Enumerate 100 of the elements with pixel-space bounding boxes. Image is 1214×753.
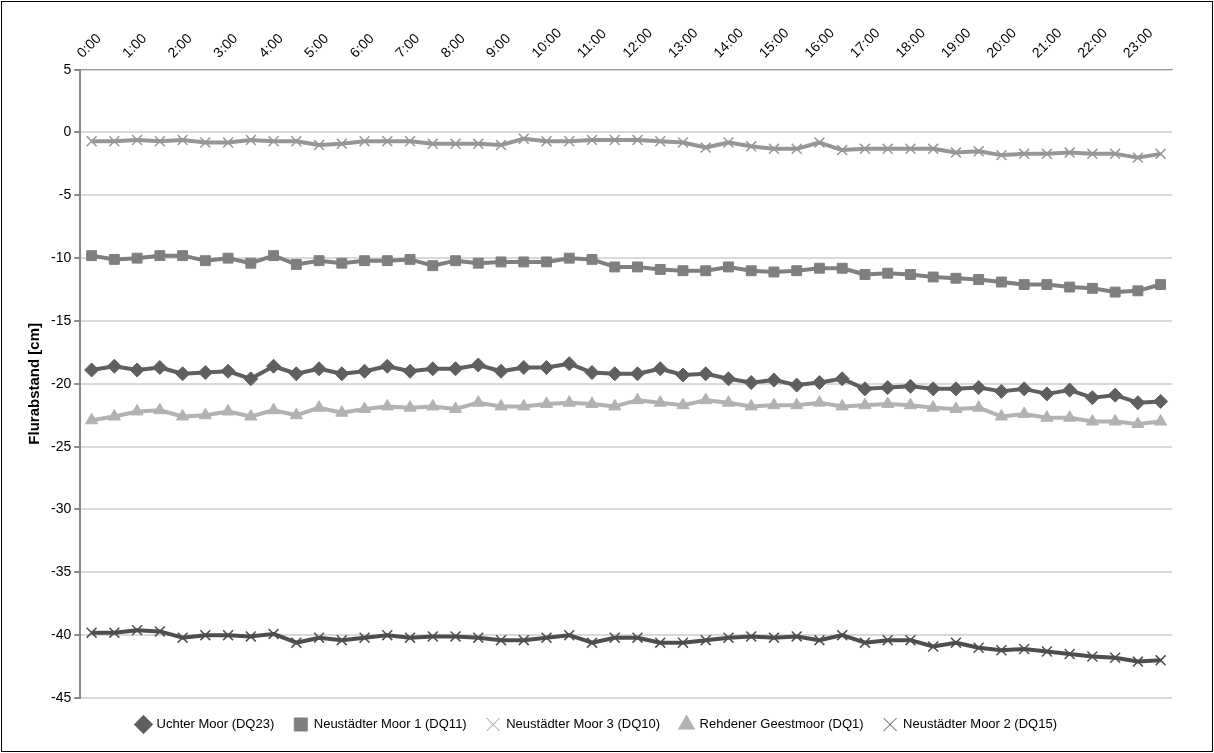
point — [129, 362, 145, 378]
point — [858, 397, 872, 410]
point — [791, 630, 803, 643]
point — [541, 256, 552, 268]
point — [131, 252, 143, 264]
point — [814, 262, 825, 274]
point — [289, 407, 303, 420]
point — [857, 381, 873, 397]
point — [995, 276, 1007, 288]
point — [84, 362, 100, 378]
point — [516, 359, 532, 375]
point — [154, 250, 166, 262]
point — [1063, 648, 1076, 660]
point — [949, 401, 963, 413]
point — [1108, 414, 1122, 426]
point — [836, 262, 848, 274]
point — [221, 403, 235, 416]
point — [472, 138, 484, 150]
point — [904, 143, 917, 155]
point — [744, 398, 758, 411]
point — [950, 272, 962, 284]
point — [813, 136, 826, 149]
point — [700, 141, 712, 154]
point — [107, 409, 121, 421]
point — [609, 261, 621, 273]
y-tick-label: -35 — [51, 563, 72, 580]
point — [131, 624, 143, 636]
point — [85, 626, 98, 639]
point — [1086, 148, 1099, 160]
point — [813, 634, 826, 646]
point — [1041, 645, 1053, 658]
point — [152, 359, 168, 375]
point — [336, 257, 348, 269]
point — [927, 271, 939, 283]
point — [677, 637, 689, 649]
point — [972, 145, 985, 158]
point — [926, 400, 940, 412]
point — [197, 365, 213, 381]
point — [470, 357, 486, 373]
point — [972, 400, 986, 412]
y-tick-label: -45 — [51, 688, 72, 705]
point — [1039, 386, 1055, 402]
point — [472, 631, 484, 644]
point — [585, 396, 599, 408]
point — [652, 361, 668, 377]
point — [336, 634, 348, 646]
point — [199, 136, 212, 149]
y-axis-title: Flurabstand [cm] — [25, 322, 43, 445]
point — [561, 356, 577, 372]
point — [540, 631, 553, 644]
point — [177, 250, 189, 262]
point — [220, 363, 236, 379]
point — [881, 634, 894, 646]
point — [948, 381, 964, 397]
point — [426, 398, 440, 411]
point — [1132, 655, 1144, 668]
point — [154, 135, 166, 147]
point — [584, 365, 600, 381]
point — [1109, 148, 1121, 160]
point — [86, 250, 98, 262]
point — [448, 361, 464, 377]
point — [313, 631, 325, 644]
point — [812, 395, 827, 407]
point — [539, 396, 554, 408]
point — [675, 367, 691, 383]
point — [357, 401, 372, 413]
point — [971, 380, 987, 396]
point — [450, 255, 461, 267]
point — [448, 401, 463, 413]
point — [199, 255, 211, 267]
point — [1154, 148, 1167, 160]
point — [1107, 387, 1123, 403]
point — [563, 252, 575, 264]
legend-label: Neustädter Moor 1 (DQ11) — [313, 716, 467, 732]
point — [834, 371, 850, 387]
point — [1063, 146, 1076, 159]
point — [1017, 406, 1031, 418]
point — [288, 366, 304, 382]
point — [722, 136, 735, 149]
point — [1064, 281, 1076, 293]
point — [630, 392, 645, 405]
point — [313, 255, 325, 267]
point — [517, 398, 531, 411]
point — [108, 253, 120, 265]
point — [1155, 279, 1167, 290]
point — [85, 412, 99, 425]
point — [335, 405, 349, 417]
y-tick-label: -10 — [51, 249, 72, 266]
point — [130, 403, 144, 416]
point — [153, 402, 167, 415]
point — [721, 395, 736, 407]
point — [722, 631, 735, 644]
point — [950, 637, 962, 649]
point — [925, 381, 941, 397]
point — [1109, 652, 1121, 664]
y-tick-label: -20 — [51, 374, 72, 391]
x-tick-label: 8:00 — [437, 29, 468, 61]
point — [904, 269, 916, 280]
point — [540, 135, 553, 147]
x-tick-label: 7:00 — [391, 29, 423, 61]
